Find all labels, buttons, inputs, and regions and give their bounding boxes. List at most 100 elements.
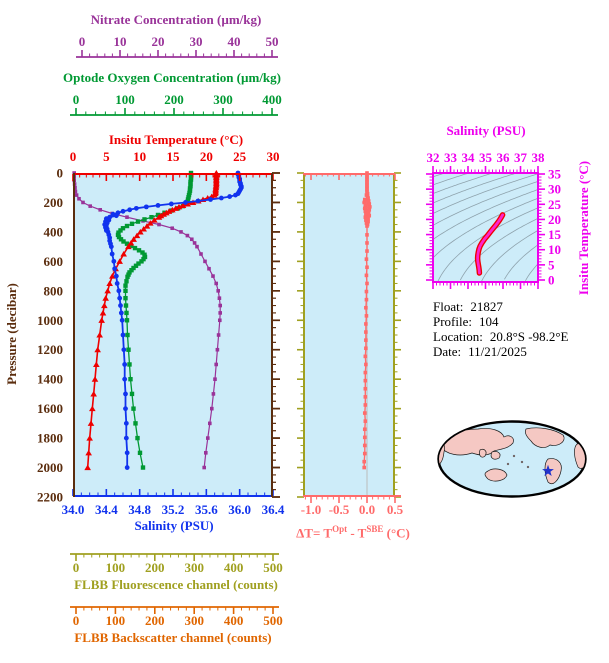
fluorescence-floating-axis: 0 100 200 300 400 500 <box>70 553 283 575</box>
axis-tick <box>66 0 74 232</box>
pressure-axis-title: Pressure (decibar) <box>4 283 19 385</box>
data-marker <box>117 295 123 301</box>
data-marker <box>203 259 207 264</box>
data-marker <box>128 376 133 382</box>
data-marker <box>227 194 233 199</box>
data-marker <box>126 347 131 352</box>
data-marker <box>368 205 372 209</box>
tick-label: 50 <box>266 34 279 49</box>
data-marker <box>143 223 151 229</box>
isopycnal-contour-line <box>525 263 538 282</box>
tick-label: 300 <box>184 613 204 628</box>
data-marker <box>185 233 190 238</box>
tick-label: 100 <box>115 92 135 107</box>
tick-label: 25 <box>233 149 247 164</box>
data-marker <box>125 215 129 219</box>
tick-label: 33 <box>444 150 458 165</box>
tick-label: 40 <box>228 34 241 49</box>
data-marker <box>90 390 97 397</box>
tick-label: 500 <box>263 613 283 628</box>
data-marker <box>365 233 369 237</box>
tick-label: 0.5 <box>387 502 404 517</box>
isopycnal-contour-line <box>459 218 538 281</box>
data-marker <box>120 332 126 338</box>
data-marker <box>172 205 179 211</box>
profile-label: Profile: <box>433 314 472 329</box>
fluorescence-axis-title: FLBB Fluorescence channel (counts) <box>74 577 278 592</box>
tick-label: 34.8 <box>128 502 151 517</box>
data-marker <box>366 199 371 203</box>
tick-label: 35.2 <box>162 502 185 517</box>
tick-label: 400 <box>262 92 282 107</box>
tick-label: 200 <box>164 92 184 107</box>
delta-t-axis-title: ΔT= TOpt - TSBE (°C) <box>278 524 428 541</box>
landmass-greenland <box>564 424 576 433</box>
data-marker <box>143 204 149 210</box>
tick-label: 100 <box>106 613 126 628</box>
data-marker <box>217 296 222 300</box>
data-marker <box>85 449 92 456</box>
island-dot <box>506 462 510 466</box>
data-marker <box>129 268 134 273</box>
tick-label: 25 <box>548 197 562 212</box>
tick-label: 0 <box>73 560 80 575</box>
data-marker <box>363 419 368 423</box>
tick-label: 100 <box>106 560 126 575</box>
data-marker <box>125 274 130 280</box>
float-info: Float: 21827 Profile: 104 Location: 20.8°S … <box>433 299 568 359</box>
data-marker <box>211 274 215 278</box>
data-marker <box>179 230 183 234</box>
map-outline <box>437 420 587 498</box>
data-marker <box>364 330 368 334</box>
data-marker <box>188 181 193 187</box>
landmass-north-america <box>525 427 565 448</box>
data-marker <box>106 280 113 287</box>
data-marker <box>123 283 128 288</box>
isopycnal-contour-line <box>433 173 538 214</box>
tick-label: 0 <box>70 149 77 164</box>
plot-background <box>433 173 538 282</box>
tick-label: 34.4 <box>95 502 118 517</box>
data-marker <box>118 228 123 233</box>
data-marker <box>206 436 210 440</box>
data-marker <box>123 295 128 301</box>
data-marker <box>112 266 118 272</box>
landmass-southeast-asia <box>490 451 501 460</box>
data-marker <box>363 215 368 219</box>
data-marker <box>364 314 369 318</box>
data-marker <box>188 175 194 180</box>
data-marker <box>155 203 161 208</box>
plot-background <box>73 173 273 497</box>
data-marker <box>124 279 129 284</box>
data-marker <box>140 250 145 255</box>
data-marker <box>366 216 370 221</box>
data-marker <box>109 273 116 279</box>
data-marker <box>363 378 368 383</box>
data-marker <box>88 204 92 208</box>
tick-label: 20 <box>152 34 165 49</box>
data-marker <box>204 451 208 455</box>
data-marker <box>129 391 135 397</box>
data-marker <box>140 225 147 232</box>
tick-label: 200 <box>44 195 64 210</box>
data-marker <box>170 226 174 231</box>
data-marker <box>186 195 191 200</box>
data-marker <box>118 237 124 242</box>
data-marker <box>218 303 222 308</box>
data-marker <box>187 186 193 191</box>
data-marker <box>124 450 130 456</box>
backscatter-floating-axis: 0 100 200 300 400 500 <box>70 606 283 628</box>
float-location-star-icon <box>542 464 554 476</box>
data-marker <box>151 217 158 223</box>
data-marker <box>93 361 100 368</box>
tick-label: 0 <box>73 613 80 628</box>
data-marker <box>365 265 369 270</box>
date-value: 11/21/2025 <box>468 344 527 359</box>
delta-t-label-part: - T <box>347 525 367 541</box>
tick-label: 1600 <box>37 401 63 416</box>
location-value: 20.8°S -98.2°E <box>489 329 569 344</box>
float-info-line: Float: 21827 <box>433 299 568 314</box>
axis-tick <box>66 0 74 291</box>
tick-label: 36.0 <box>228 502 251 517</box>
